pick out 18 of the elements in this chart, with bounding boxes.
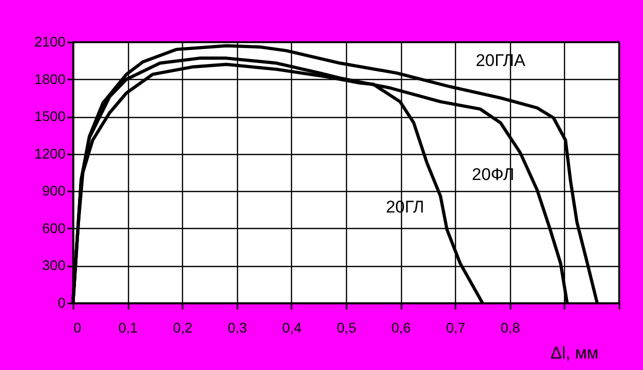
x-tick-label: 0,7 — [446, 320, 466, 336]
y-tick-label: 600 — [42, 220, 66, 236]
x-tick-label: 0 — [74, 320, 82, 336]
x-tick-label: 0,4 — [282, 320, 302, 336]
x-tick-label: 0,5 — [336, 320, 356, 336]
y-tick-label: 1800 — [34, 70, 66, 87]
y-tick-label: 0 — [58, 294, 66, 310]
x-axis-title: Δl, мм — [550, 344, 598, 362]
x-tick-label: 0,1 — [118, 320, 138, 336]
y-tick-label: 300 — [42, 257, 66, 274]
y-tick-label: 900 — [42, 182, 66, 199]
y-tick-label: 2100 — [34, 34, 66, 50]
x-tick-label: 0,2 — [172, 320, 193, 336]
y-tick-label: 1200 — [34, 145, 66, 162]
y-tick-label: 1500 — [34, 108, 66, 124]
x-tick-label: 0,6 — [391, 320, 412, 336]
x-tick-label: 0,3 — [228, 320, 248, 336]
x-tick-label: 0,8 — [500, 320, 520, 336]
